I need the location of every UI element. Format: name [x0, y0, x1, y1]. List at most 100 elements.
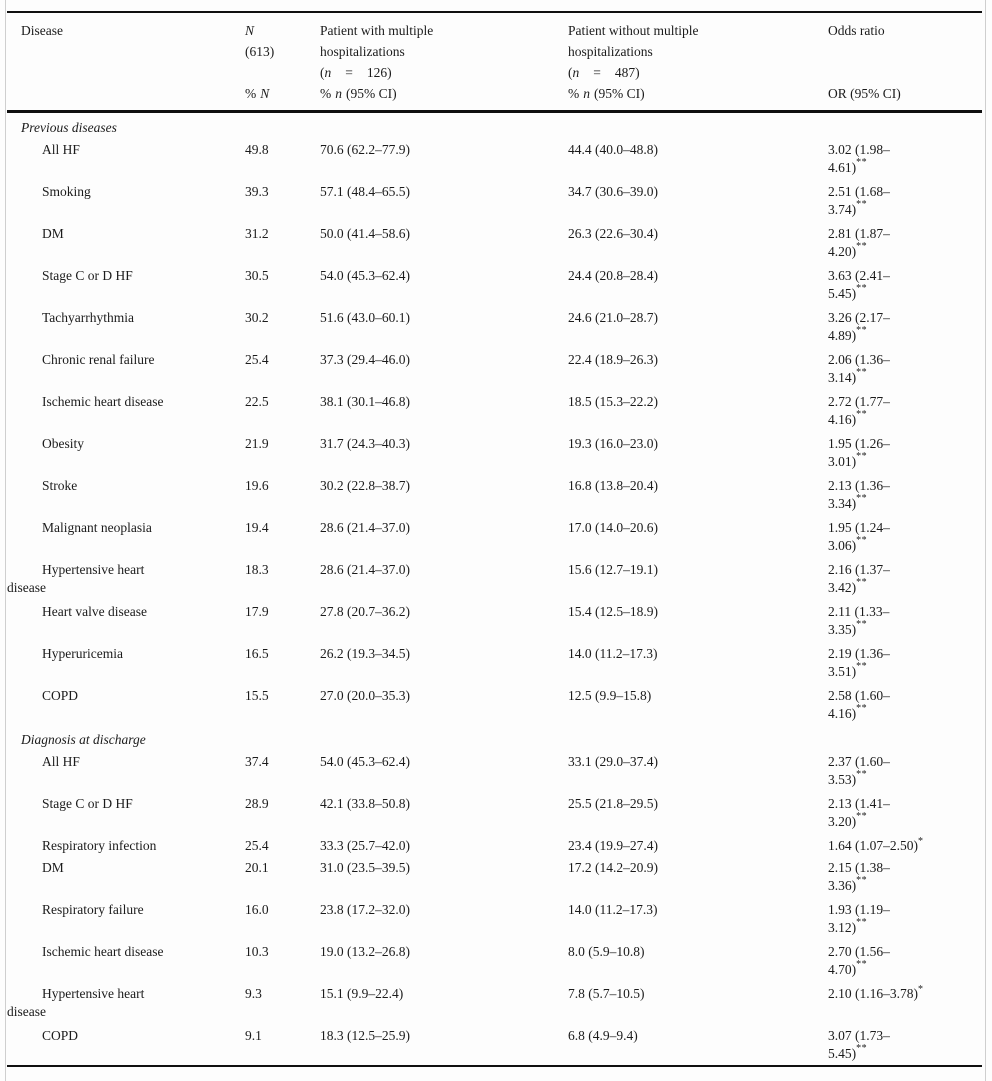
table-row: Chronic renal failure 25.4 37.3 (29.4–46.0…	[7, 347, 982, 389]
disease-cell: Respiratory failure	[42, 902, 144, 917]
with-hosp-cell: 28.6 (21.4–37.0)	[320, 520, 410, 535]
table-row: Stroke 19.6 30.2 (22.8–38.7) 16.8 (13.8–20.…	[7, 473, 982, 515]
without-hosp-cell: 16.8 (13.8–20.4)	[568, 478, 658, 493]
pct-n-cell: 9.3	[245, 986, 262, 1001]
with-title-line1: Patient with multiple	[320, 23, 434, 38]
without-hosp-cell: 44.4 (40.0–48.8)	[568, 142, 658, 157]
table-row: COPD 9.1 18.3 (12.5–25.9) 6.8 (4.9–9.4) 3.07…	[7, 1023, 982, 1065]
with-hosp-cell: 33.3 (25.7–42.0)	[320, 838, 410, 853]
significance-stars: *	[918, 835, 924, 847]
table-row: Malignant neoplasia 19.4 28.6 (21.4–37.0) 1…	[7, 515, 982, 557]
disease-cell: Heart valve disease	[42, 604, 147, 619]
disease-cell: All HF	[42, 754, 80, 769]
header-without-sub: % n (95% CI)	[568, 86, 645, 101]
pct-n-cell: 16.0	[245, 902, 269, 917]
without-hosp-cell: 18.5 (15.3–22.2)	[568, 394, 658, 409]
odds-ratio-cell: 1.95 (1.26– 3.01)**	[828, 436, 890, 469]
with-hosp-cell: 15.1 (9.9–22.4)	[320, 986, 404, 1001]
significance-stars: **	[856, 769, 868, 780]
pct-n-cell: 30.5	[245, 268, 269, 283]
odds-ratio-cell: 2.37 (1.60– 3.53)**	[828, 754, 890, 787]
odds-ratio-cell: 2.51 (1.68– 3.74)**	[828, 184, 890, 217]
odds-ratio-cell: 3.26 (2.17– 4.89)**	[828, 310, 890, 343]
odds-ratio-cell: 1.64 (1.07–2.50)*	[828, 835, 924, 853]
with-hosp-cell: 23.8 (17.2–32.0)	[320, 902, 410, 917]
n-symbol-sub: N	[260, 86, 270, 101]
disease-cell: Hyperuricemia	[42, 646, 123, 661]
header-n-sub: % N	[245, 83, 320, 104]
odds-ratio-sub: OR (95% CI)	[828, 86, 901, 101]
disease-cell: Ischemic heart disease	[42, 394, 164, 409]
header-disease-label: Disease	[21, 23, 63, 38]
disease-cell: Smoking	[42, 184, 91, 199]
with-hosp-cell: 42.1 (33.8–50.8)	[320, 796, 410, 811]
odds-ratio-cell: 2.81 (1.87– 4.20)**	[828, 226, 890, 259]
header-col-odds-ratio: Odds ratio OR (95% CI)	[828, 13, 982, 111]
disease-cell: Malignant neoplasia	[42, 520, 152, 535]
significance-stars: **	[856, 199, 868, 210]
pct-n-cell: 49.8	[245, 142, 269, 157]
significance-stars: **	[856, 325, 868, 336]
without-hosp-cell: 24.6 (21.0–28.7)	[568, 310, 658, 325]
n-symbol: N	[245, 23, 255, 38]
significance-stars: **	[856, 367, 868, 378]
odds-ratio-cell: 2.11 (1.33– 3.35)**	[828, 604, 890, 637]
significance-stars: *	[918, 983, 924, 995]
table-row: Hypertensive heart disease 18.3 28.6 (21.4–…	[7, 557, 982, 599]
without-hosp-cell: 33.1 (29.0–37.4)	[568, 754, 658, 769]
with-hosp-cell: 51.6 (43.0–60.1)	[320, 310, 410, 325]
significance-stars: **	[856, 959, 868, 970]
disease-cell: DM	[42, 860, 64, 875]
significance-stars: **	[856, 917, 868, 928]
without-hosp-cell: 15.4 (12.5–18.9)	[568, 604, 658, 619]
odds-ratio-cell: 2.72 (1.77– 4.16)**	[828, 394, 890, 427]
hospitalizations-odds-table: Disease N (613) % N Patient with multiple…	[7, 11, 982, 1067]
without-hosp-cell: 19.3 (16.0–23.0)	[568, 436, 658, 451]
without-hosp-cell: 7.8 (5.7–10.5)	[568, 986, 645, 1001]
with-hosp-cell: 18.3 (12.5–25.9)	[320, 1028, 410, 1043]
without-hosp-cell: 24.4 (20.8–28.4)	[568, 268, 658, 283]
odds-ratio-cell: 2.16 (1.37– 3.42)**	[828, 562, 890, 595]
significance-stars: **	[856, 535, 868, 546]
pct-n-cell: 16.5	[245, 646, 269, 661]
table-row: Hypertensive heart disease 9.3 15.1 (9.9–22…	[7, 981, 982, 1023]
odds-ratio-cell: 2.15 (1.38– 3.36)**	[828, 860, 890, 893]
disease-cell: Hypertensive heart disease	[7, 986, 145, 1019]
odds-ratio-cell: 2.70 (1.56– 4.70)**	[828, 944, 890, 977]
with-hosp-cell: 70.6 (62.2–77.9)	[320, 142, 410, 157]
pct-n-cell: 18.3	[245, 562, 269, 577]
pct-n-cell: 28.9	[245, 796, 269, 811]
disease-cell: COPD	[42, 1028, 79, 1043]
table-row: Heart valve disease 17.9 27.8 (20.7–36.2) 1…	[7, 599, 982, 641]
header-col-with-hosp: Patient with multiple hospitalizations (…	[320, 13, 568, 111]
disease-cell: Hypertensive heart disease	[7, 562, 145, 595]
with-hosp-cell: 54.0 (45.3–62.4)	[320, 754, 410, 769]
header-n-title: N (613)	[245, 20, 320, 62]
with-hosp-cell: 28.6 (21.4–37.0)	[320, 562, 410, 577]
table-row: Respiratory infection 25.4 33.3 (25.7–42.0…	[7, 833, 982, 855]
with-title-line2: hospitalizations	[320, 44, 405, 59]
significance-stars: **	[856, 875, 868, 886]
odds-ratio-cell: 2.06 (1.36– 3.14)**	[828, 352, 890, 385]
pct-n-cell: 9.1	[245, 1028, 262, 1043]
section-header: Diagnosis at discharge	[21, 732, 146, 747]
with-hosp-cell: 57.1 (48.4–65.5)	[320, 184, 410, 199]
without-title-line2: hospitalizations	[568, 44, 653, 59]
disease-cell: All HF	[42, 142, 80, 157]
without-hosp-cell: 17.0 (14.0–20.6)	[568, 520, 658, 535]
table-row: DM 31.2 50.0 (41.4–58.6) 26.3 (22.6–30.4) 2.…	[7, 221, 982, 263]
with-hosp-cell: 27.8 (20.7–36.2)	[320, 604, 410, 619]
with-hosp-cell: 26.2 (19.3–34.5)	[320, 646, 410, 661]
pct-n-cell: 22.5	[245, 394, 269, 409]
table-header: Disease N (613) % N Patient with multiple…	[7, 13, 982, 113]
pct-n-cell: 25.4	[245, 838, 269, 853]
disease-cell: Obesity	[42, 436, 84, 451]
pct-n-cell: 39.3	[245, 184, 269, 199]
without-hosp-cell: 8.0 (5.9–10.8)	[568, 944, 645, 959]
table-row: All HF 37.4 54.0 (45.3–62.4) 33.1 (29.0–37.…	[7, 749, 982, 791]
disease-cell: Stroke	[42, 478, 78, 493]
pct-n-cell: 19.6	[245, 478, 269, 493]
with-n-line: (n = 126)	[320, 65, 392, 80]
without-hosp-cell: 6.8 (4.9–9.4)	[568, 1028, 638, 1043]
with-hosp-cell: 19.0 (13.2–26.8)	[320, 944, 410, 959]
